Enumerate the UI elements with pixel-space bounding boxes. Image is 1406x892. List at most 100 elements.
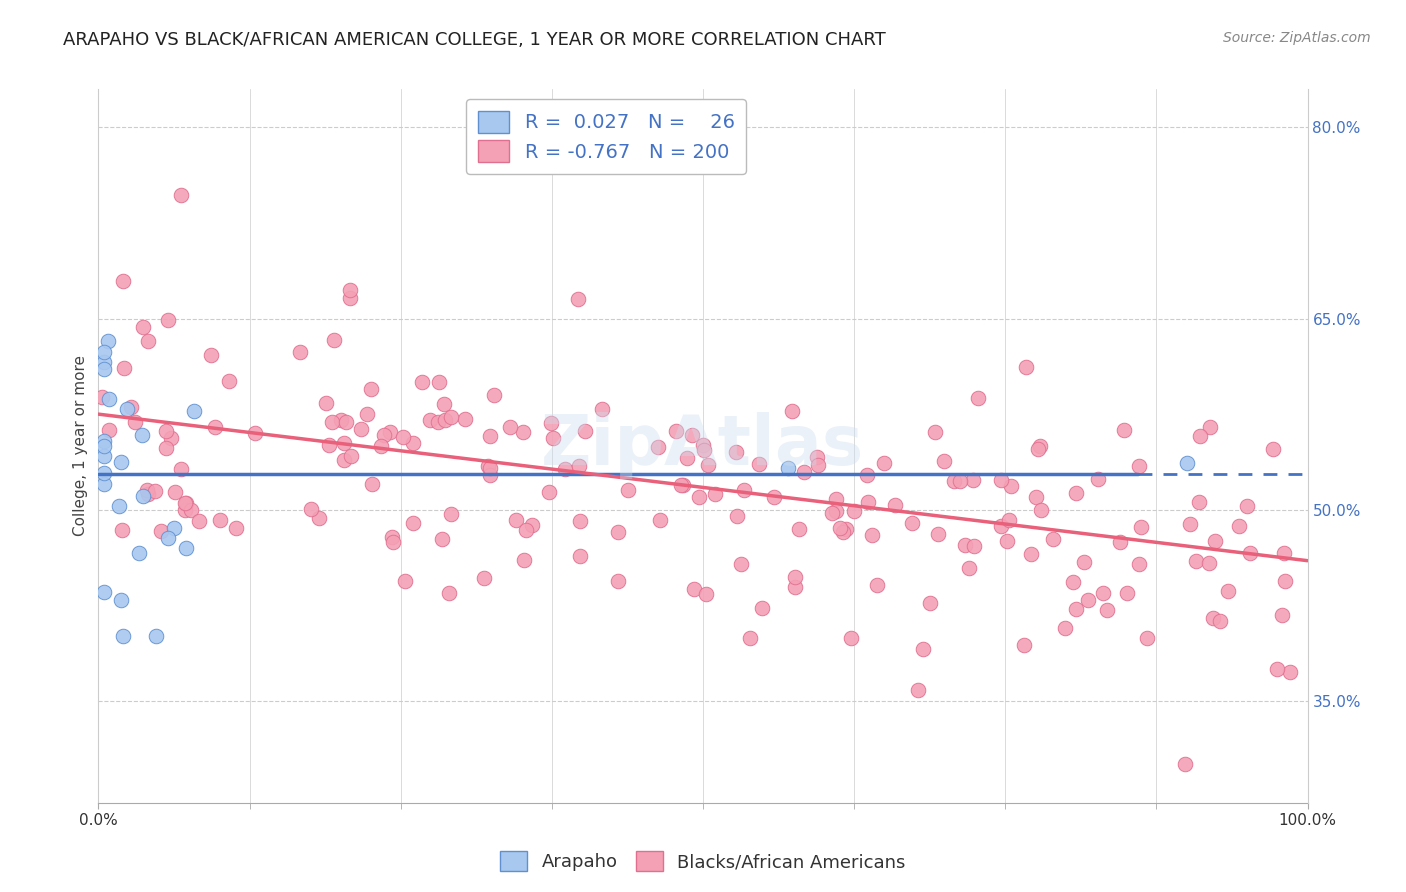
Point	[1239, 546, 1261, 560]
Point	[321, 415, 343, 429]
Point	[110, 593, 132, 607]
Point	[665, 424, 688, 438]
Point	[806, 450, 828, 465]
Point	[995, 533, 1018, 548]
Point	[131, 427, 153, 442]
Point	[1019, 547, 1042, 561]
Point	[1279, 665, 1302, 679]
Point	[110, 455, 132, 469]
Point	[93, 361, 115, 376]
Point	[225, 521, 247, 535]
Point	[1025, 490, 1047, 504]
Point	[1272, 546, 1295, 560]
Point	[187, 514, 209, 528]
Point	[323, 333, 346, 347]
Point	[541, 431, 564, 445]
Point	[1130, 519, 1153, 533]
Point	[1064, 485, 1087, 500]
Point	[856, 467, 879, 482]
Point	[360, 383, 382, 397]
Point	[1263, 442, 1285, 456]
Point	[1054, 621, 1077, 635]
Point	[93, 584, 115, 599]
Point	[1128, 557, 1150, 571]
Point	[740, 632, 762, 646]
Point	[373, 427, 395, 442]
Point	[776, 460, 799, 475]
Point	[515, 524, 537, 538]
Point	[1042, 532, 1064, 546]
Point	[1180, 517, 1202, 532]
Point	[136, 483, 159, 497]
Point	[478, 467, 501, 482]
Point	[112, 360, 135, 375]
Point	[128, 546, 150, 560]
Point	[856, 494, 879, 508]
Point	[339, 449, 361, 463]
Point	[1092, 586, 1115, 600]
Point	[93, 467, 115, 481]
Point	[751, 601, 773, 615]
Point	[990, 474, 1012, 488]
Point	[426, 415, 449, 429]
Point	[1236, 499, 1258, 513]
Point	[499, 420, 522, 434]
Point	[124, 415, 146, 429]
Point	[1271, 607, 1294, 622]
Point	[111, 524, 134, 538]
Point	[183, 404, 205, 418]
Point	[299, 501, 322, 516]
Point	[174, 503, 197, 517]
Point	[335, 415, 357, 429]
Point	[998, 513, 1021, 527]
Point	[472, 571, 495, 585]
Point	[433, 396, 456, 410]
Point	[688, 490, 710, 504]
Point	[681, 428, 703, 442]
Point	[350, 422, 373, 436]
Point	[204, 419, 226, 434]
Point	[1185, 553, 1208, 567]
Point	[430, 533, 453, 547]
Text: ARAPAHO VS BLACK/AFRICAN AMERICAN COLLEGE, 1 YEAR OR MORE CORRELATION CHART: ARAPAHO VS BLACK/AFRICAN AMERICAN COLLEG…	[63, 31, 886, 49]
Point	[437, 586, 460, 600]
Point	[90, 390, 112, 404]
Point	[1012, 638, 1035, 652]
Point	[1128, 458, 1150, 473]
Point	[1216, 584, 1239, 599]
Point	[1026, 442, 1049, 457]
Point	[650, 513, 672, 527]
Text: ZipAtlas: ZipAtlas	[541, 412, 865, 480]
Point	[924, 425, 946, 439]
Point	[505, 512, 527, 526]
Point	[1265, 662, 1288, 676]
Point	[440, 409, 463, 424]
Point	[835, 522, 858, 536]
Point	[682, 582, 704, 596]
Point	[884, 498, 907, 512]
Point	[554, 462, 576, 476]
Point	[394, 574, 416, 588]
Point	[477, 458, 499, 473]
Point	[157, 531, 180, 545]
Text: Source: ZipAtlas.com: Source: ZipAtlas.com	[1223, 31, 1371, 45]
Point	[730, 558, 752, 572]
Point	[157, 313, 180, 327]
Point	[93, 439, 115, 453]
Point	[174, 496, 197, 510]
Point	[866, 578, 889, 592]
Point	[155, 424, 177, 438]
Point	[318, 438, 340, 452]
Point	[392, 430, 415, 444]
Point	[949, 474, 972, 488]
Point	[1029, 439, 1052, 453]
Point	[725, 445, 748, 459]
Legend: R =  0.027   N =    26, R = -0.767   N = 200: R = 0.027 N = 26, R = -0.767 N = 200	[467, 99, 747, 174]
Point	[1062, 575, 1084, 590]
Point	[520, 517, 543, 532]
Point	[243, 426, 266, 441]
Point	[111, 629, 134, 643]
Point	[785, 580, 807, 594]
Point	[329, 413, 352, 427]
Point	[780, 403, 803, 417]
